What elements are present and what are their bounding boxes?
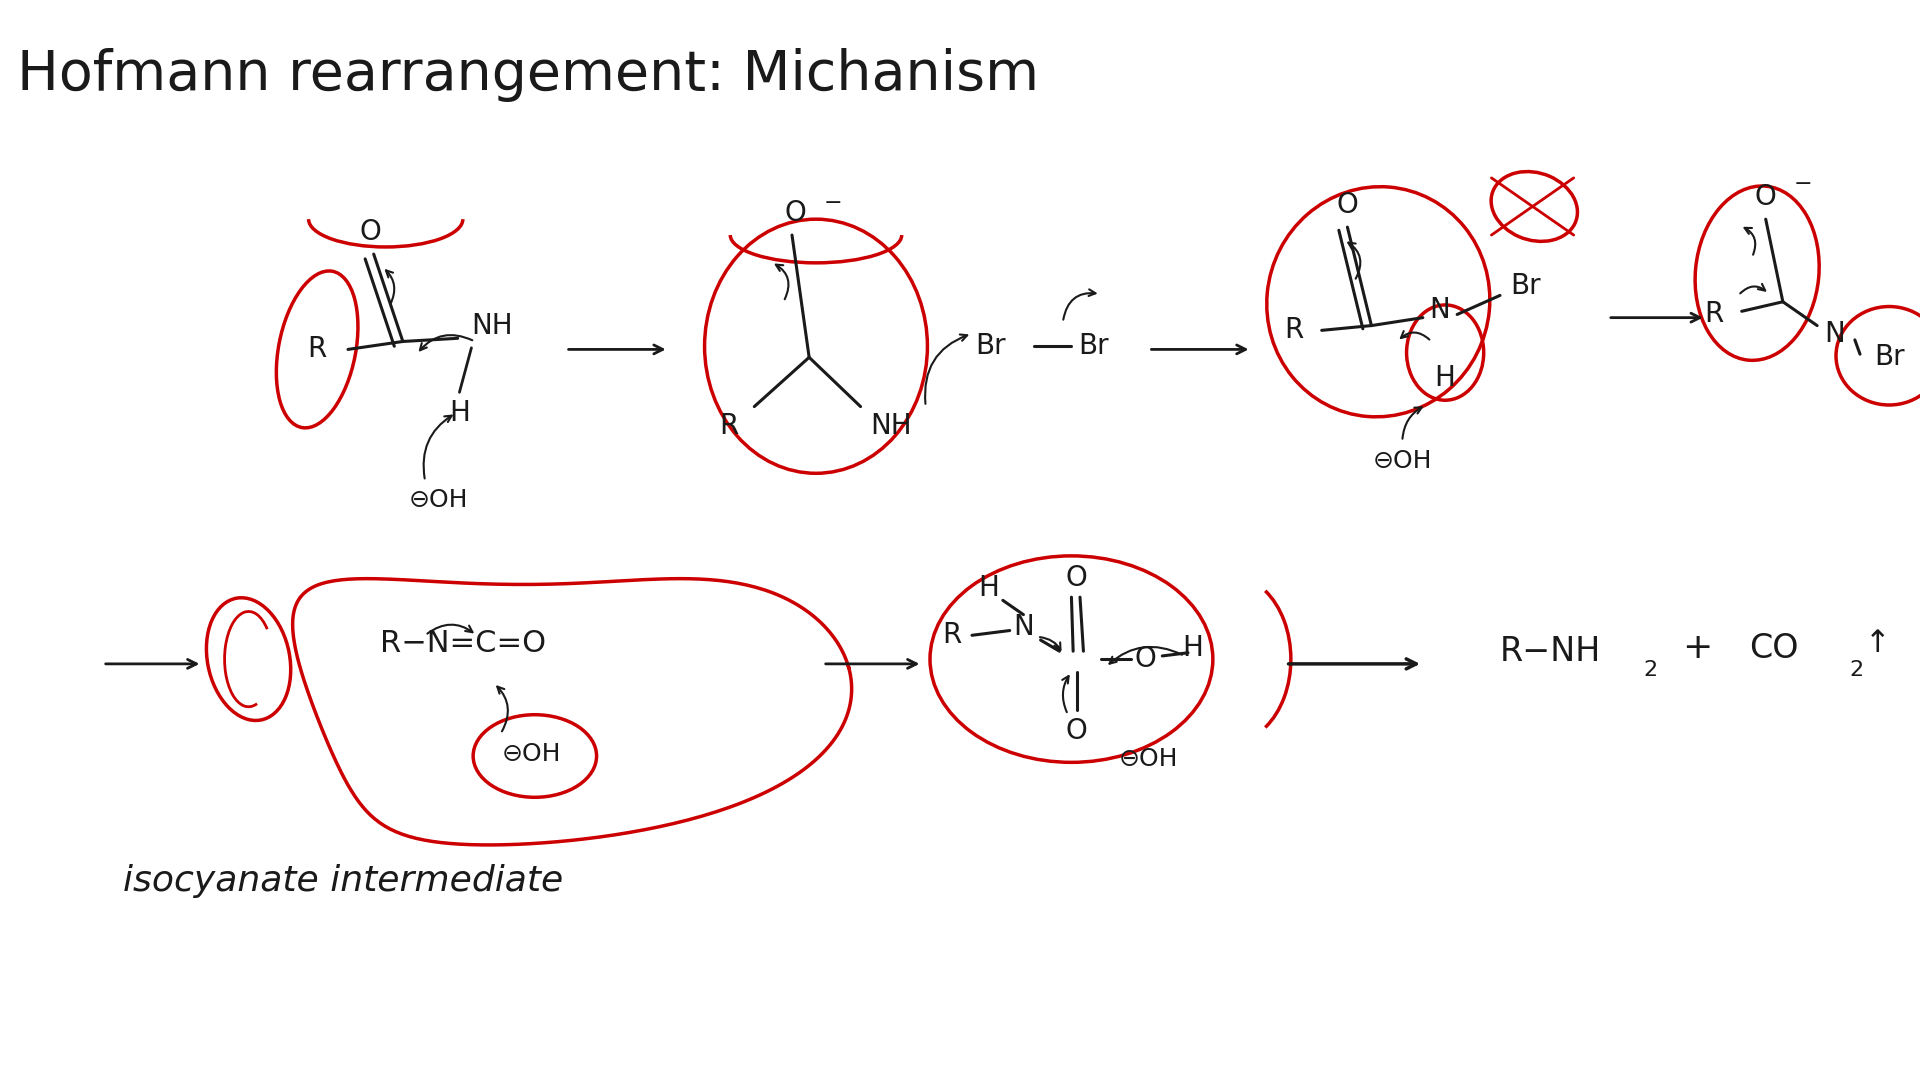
Text: 2: 2 [1849, 660, 1864, 680]
Text: ↑: ↑ [1864, 629, 1889, 658]
Text: N: N [1014, 613, 1033, 642]
Text: Br: Br [1511, 272, 1542, 300]
Text: R: R [1705, 300, 1724, 328]
Text: −: − [1793, 174, 1812, 194]
Text: O: O [359, 218, 382, 246]
Text: ⊖OH: ⊖OH [501, 742, 561, 767]
Text: +: + [1682, 631, 1713, 665]
Text: O: O [1755, 183, 1776, 211]
Text: −: − [824, 193, 843, 213]
Text: H: H [1183, 634, 1204, 662]
Text: O: O [785, 199, 806, 227]
Text: isocyanate intermediate: isocyanate intermediate [123, 864, 564, 899]
Text: ⊖OH: ⊖OH [1119, 747, 1179, 771]
Text: R: R [943, 621, 962, 649]
Text: Br: Br [1079, 333, 1110, 361]
Text: Hofmann rearrangement: Michanism: Hofmann rearrangement: Michanism [17, 48, 1039, 102]
Text: R: R [718, 411, 737, 440]
Text: O: O [1066, 717, 1087, 744]
Text: O: O [1135, 645, 1156, 673]
Text: Br: Br [1874, 343, 1905, 372]
Text: R: R [307, 336, 326, 363]
Text: NH: NH [470, 312, 513, 339]
Text: NH: NH [870, 411, 912, 440]
Text: 2: 2 [1644, 660, 1657, 680]
Text: ⊖OH: ⊖OH [1373, 448, 1432, 473]
Text: O: O [1066, 564, 1087, 592]
Text: N: N [1824, 320, 1845, 348]
Text: H: H [449, 399, 470, 427]
Text: O: O [1336, 191, 1357, 219]
Text: R−NH: R−NH [1500, 635, 1601, 667]
Text: Br: Br [975, 333, 1006, 361]
Text: CO: CO [1749, 632, 1799, 664]
Text: R: R [1284, 316, 1304, 345]
Text: H: H [979, 573, 1000, 602]
Text: R−N=C=O: R−N=C=O [380, 629, 545, 658]
Text: H: H [1434, 364, 1455, 392]
Text: ⊖OH: ⊖OH [409, 488, 468, 512]
Text: N: N [1430, 296, 1450, 324]
